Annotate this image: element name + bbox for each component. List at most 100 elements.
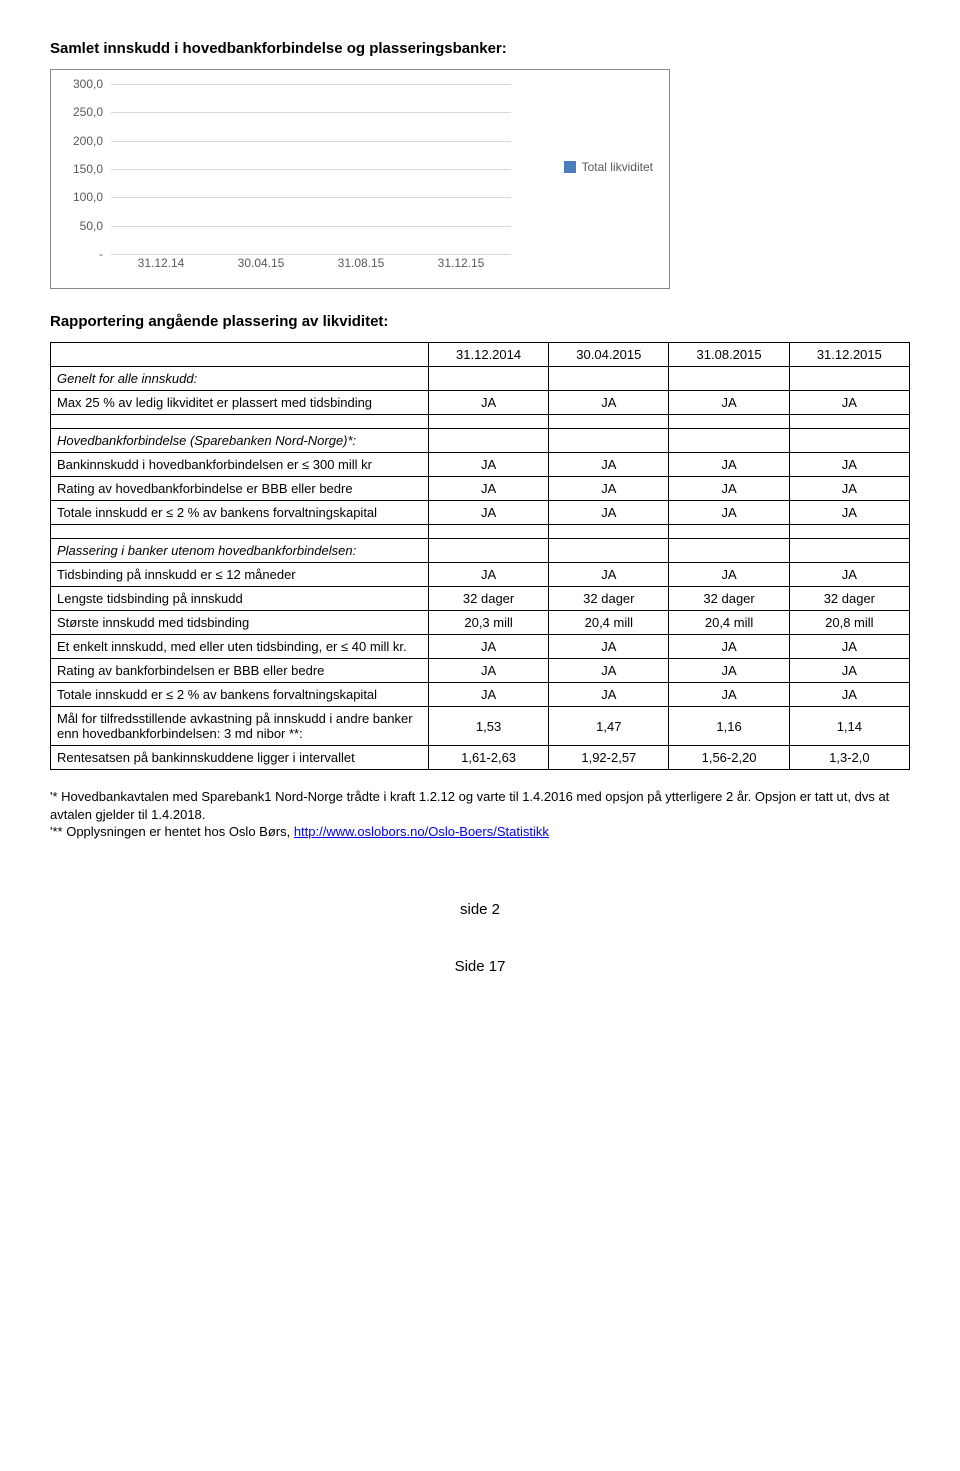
row-value: JA xyxy=(669,477,789,501)
x-axis-label: 31.12.14 xyxy=(138,256,185,270)
row-value: JA xyxy=(789,683,909,707)
row-label: Største innskudd med tidsbinding xyxy=(51,611,429,635)
bar-value-label: 195,7 xyxy=(134,234,188,248)
row-label: Mål for tilfredsstillende avkastning på … xyxy=(51,707,429,746)
table-row: Rating av bankforbindelsen er BBB eller … xyxy=(51,659,910,683)
table-section-header: Genelt for alle innskudd: xyxy=(51,367,910,391)
table-row: Rentesatsen på bankinnskuddene ligger i … xyxy=(51,746,910,770)
row-value: JA xyxy=(549,659,669,683)
row-label: Totale innskudd er ≤ 2 % av bankens forv… xyxy=(51,683,429,707)
row-value: 32 dager xyxy=(669,587,789,611)
table-row: Lengste tidsbinding på innskudd32 dager3… xyxy=(51,587,910,611)
row-label: Bankinnskudd i hovedbankforbindelsen er … xyxy=(51,453,429,477)
row-value: 20,3 mill xyxy=(428,611,548,635)
row-value: JA xyxy=(549,501,669,525)
y-axis-tick: 200,0 xyxy=(73,134,111,148)
row-label: Rating av hovedbankforbindelse er BBB el… xyxy=(51,477,429,501)
row-value: JA xyxy=(669,453,789,477)
liquidity-table: 31.12.2014 30.04.2015 31.08.2015 31.12.2… xyxy=(50,342,910,770)
row-value: JA xyxy=(789,391,909,415)
y-axis-tick: 50,0 xyxy=(80,219,111,233)
row-value: JA xyxy=(789,635,909,659)
row-value: JA xyxy=(549,635,669,659)
chart-legend: Total likviditet xyxy=(564,160,653,174)
section-title-2: Rapportering angående plassering av likv… xyxy=(50,313,910,330)
table-blank-row xyxy=(51,415,910,429)
footnote-2-text: '** Opplysningen er hentet hos Oslo Børs… xyxy=(50,824,294,839)
row-value: JA xyxy=(428,563,548,587)
row-value: 32 dager xyxy=(789,587,909,611)
liquidity-bar-chart: -50,0100,0150,0200,0250,0300,0 195,7247,… xyxy=(50,69,670,289)
section-title-1: Samlet innskudd i hovedbankforbindelse o… xyxy=(50,40,910,57)
table-header: 30.04.2015 xyxy=(549,343,669,367)
footnote-2-link[interactable]: http://www.oslobors.no/Oslo-Boers/Statis… xyxy=(294,824,549,839)
row-value: JA xyxy=(669,683,789,707)
bar-value-label: 173,3 xyxy=(434,234,488,248)
row-value: 1,14 xyxy=(789,707,909,746)
row-value: JA xyxy=(428,391,548,415)
table-header: 31.12.2015 xyxy=(789,343,909,367)
bar-value-label: 162,6 xyxy=(334,234,388,248)
table-section-header: Hovedbankforbindelse (Sparebanken Nord-N… xyxy=(51,429,910,453)
row-value: 1,16 xyxy=(669,707,789,746)
table-header-row: 31.12.2014 30.04.2015 31.08.2015 31.12.2… xyxy=(51,343,910,367)
row-value: JA xyxy=(428,477,548,501)
row-value: JA xyxy=(669,563,789,587)
table-row: Totale innskudd er ≤ 2 % av bankens forv… xyxy=(51,683,910,707)
table-row: Bankinnskudd i hovedbankforbindelsen er … xyxy=(51,453,910,477)
table-header: 31.12.2014 xyxy=(428,343,548,367)
row-value: JA xyxy=(669,501,789,525)
row-value: 32 dager xyxy=(549,587,669,611)
table-row: Største innskudd med tidsbinding20,3 mil… xyxy=(51,611,910,635)
row-value: JA xyxy=(669,659,789,683)
row-label: Et enkelt innskudd, med eller uten tidsb… xyxy=(51,635,429,659)
legend-label: Total likviditet xyxy=(582,160,653,174)
row-label: Totale innskudd er ≤ 2 % av bankens forv… xyxy=(51,501,429,525)
table-row: Totale innskudd er ≤ 2 % av bankens forv… xyxy=(51,501,910,525)
page-side-number: side 2 xyxy=(50,901,910,918)
x-axis-label: 30.04.15 xyxy=(238,256,285,270)
y-axis-tick: 150,0 xyxy=(73,162,111,176)
row-value: JA xyxy=(549,683,669,707)
y-axis-tick: 100,0 xyxy=(73,190,111,204)
row-value: JA xyxy=(789,563,909,587)
row-label: Tidsbinding på innskudd er ≤ 12 måneder xyxy=(51,563,429,587)
table-header-empty xyxy=(51,343,429,367)
row-value: JA xyxy=(549,391,669,415)
table-row: Et enkelt innskudd, med eller uten tidsb… xyxy=(51,635,910,659)
row-value: JA xyxy=(428,659,548,683)
row-value: JA xyxy=(549,477,669,501)
row-value: JA xyxy=(669,391,789,415)
row-label: Max 25 % av ledig likviditet er plassert… xyxy=(51,391,429,415)
row-value: JA xyxy=(789,501,909,525)
row-value: 1,3-2,0 xyxy=(789,746,909,770)
row-value: 20,4 mill xyxy=(669,611,789,635)
footnote-1: '* Hovedbankavtalen med Sparebank1 Nord-… xyxy=(50,788,910,823)
row-value: 1,56-2,20 xyxy=(669,746,789,770)
row-value: 1,53 xyxy=(428,707,548,746)
row-value: 32 dager xyxy=(428,587,548,611)
bar-value-label: 247,6 xyxy=(234,234,288,248)
y-axis-tick: 300,0 xyxy=(73,77,111,91)
row-label: Rating av bankforbindelsen er BBB eller … xyxy=(51,659,429,683)
row-value: JA xyxy=(428,501,548,525)
table-row: Mål for tilfredsstillende avkastning på … xyxy=(51,707,910,746)
row-value: JA xyxy=(789,659,909,683)
y-axis-tick: - xyxy=(99,247,111,261)
table-header: 31.08.2015 xyxy=(669,343,789,367)
footnotes: '* Hovedbankavtalen med Sparebank1 Nord-… xyxy=(50,788,910,841)
row-value: 1,47 xyxy=(549,707,669,746)
x-axis-label: 31.12.15 xyxy=(438,256,485,270)
row-value: JA xyxy=(669,635,789,659)
table-row: Max 25 % av ledig likviditet er plassert… xyxy=(51,391,910,415)
row-value: 20,4 mill xyxy=(549,611,669,635)
legend-swatch xyxy=(564,161,576,173)
row-value: 1,61-2,63 xyxy=(428,746,548,770)
table-blank-row xyxy=(51,525,910,539)
row-value: JA xyxy=(428,635,548,659)
table-row: Rating av hovedbankforbindelse er BBB el… xyxy=(51,477,910,501)
row-value: 20,8 mill xyxy=(789,611,909,635)
row-value: JA xyxy=(428,453,548,477)
row-value: JA xyxy=(789,453,909,477)
row-label: Rentesatsen på bankinnskuddene ligger i … xyxy=(51,746,429,770)
